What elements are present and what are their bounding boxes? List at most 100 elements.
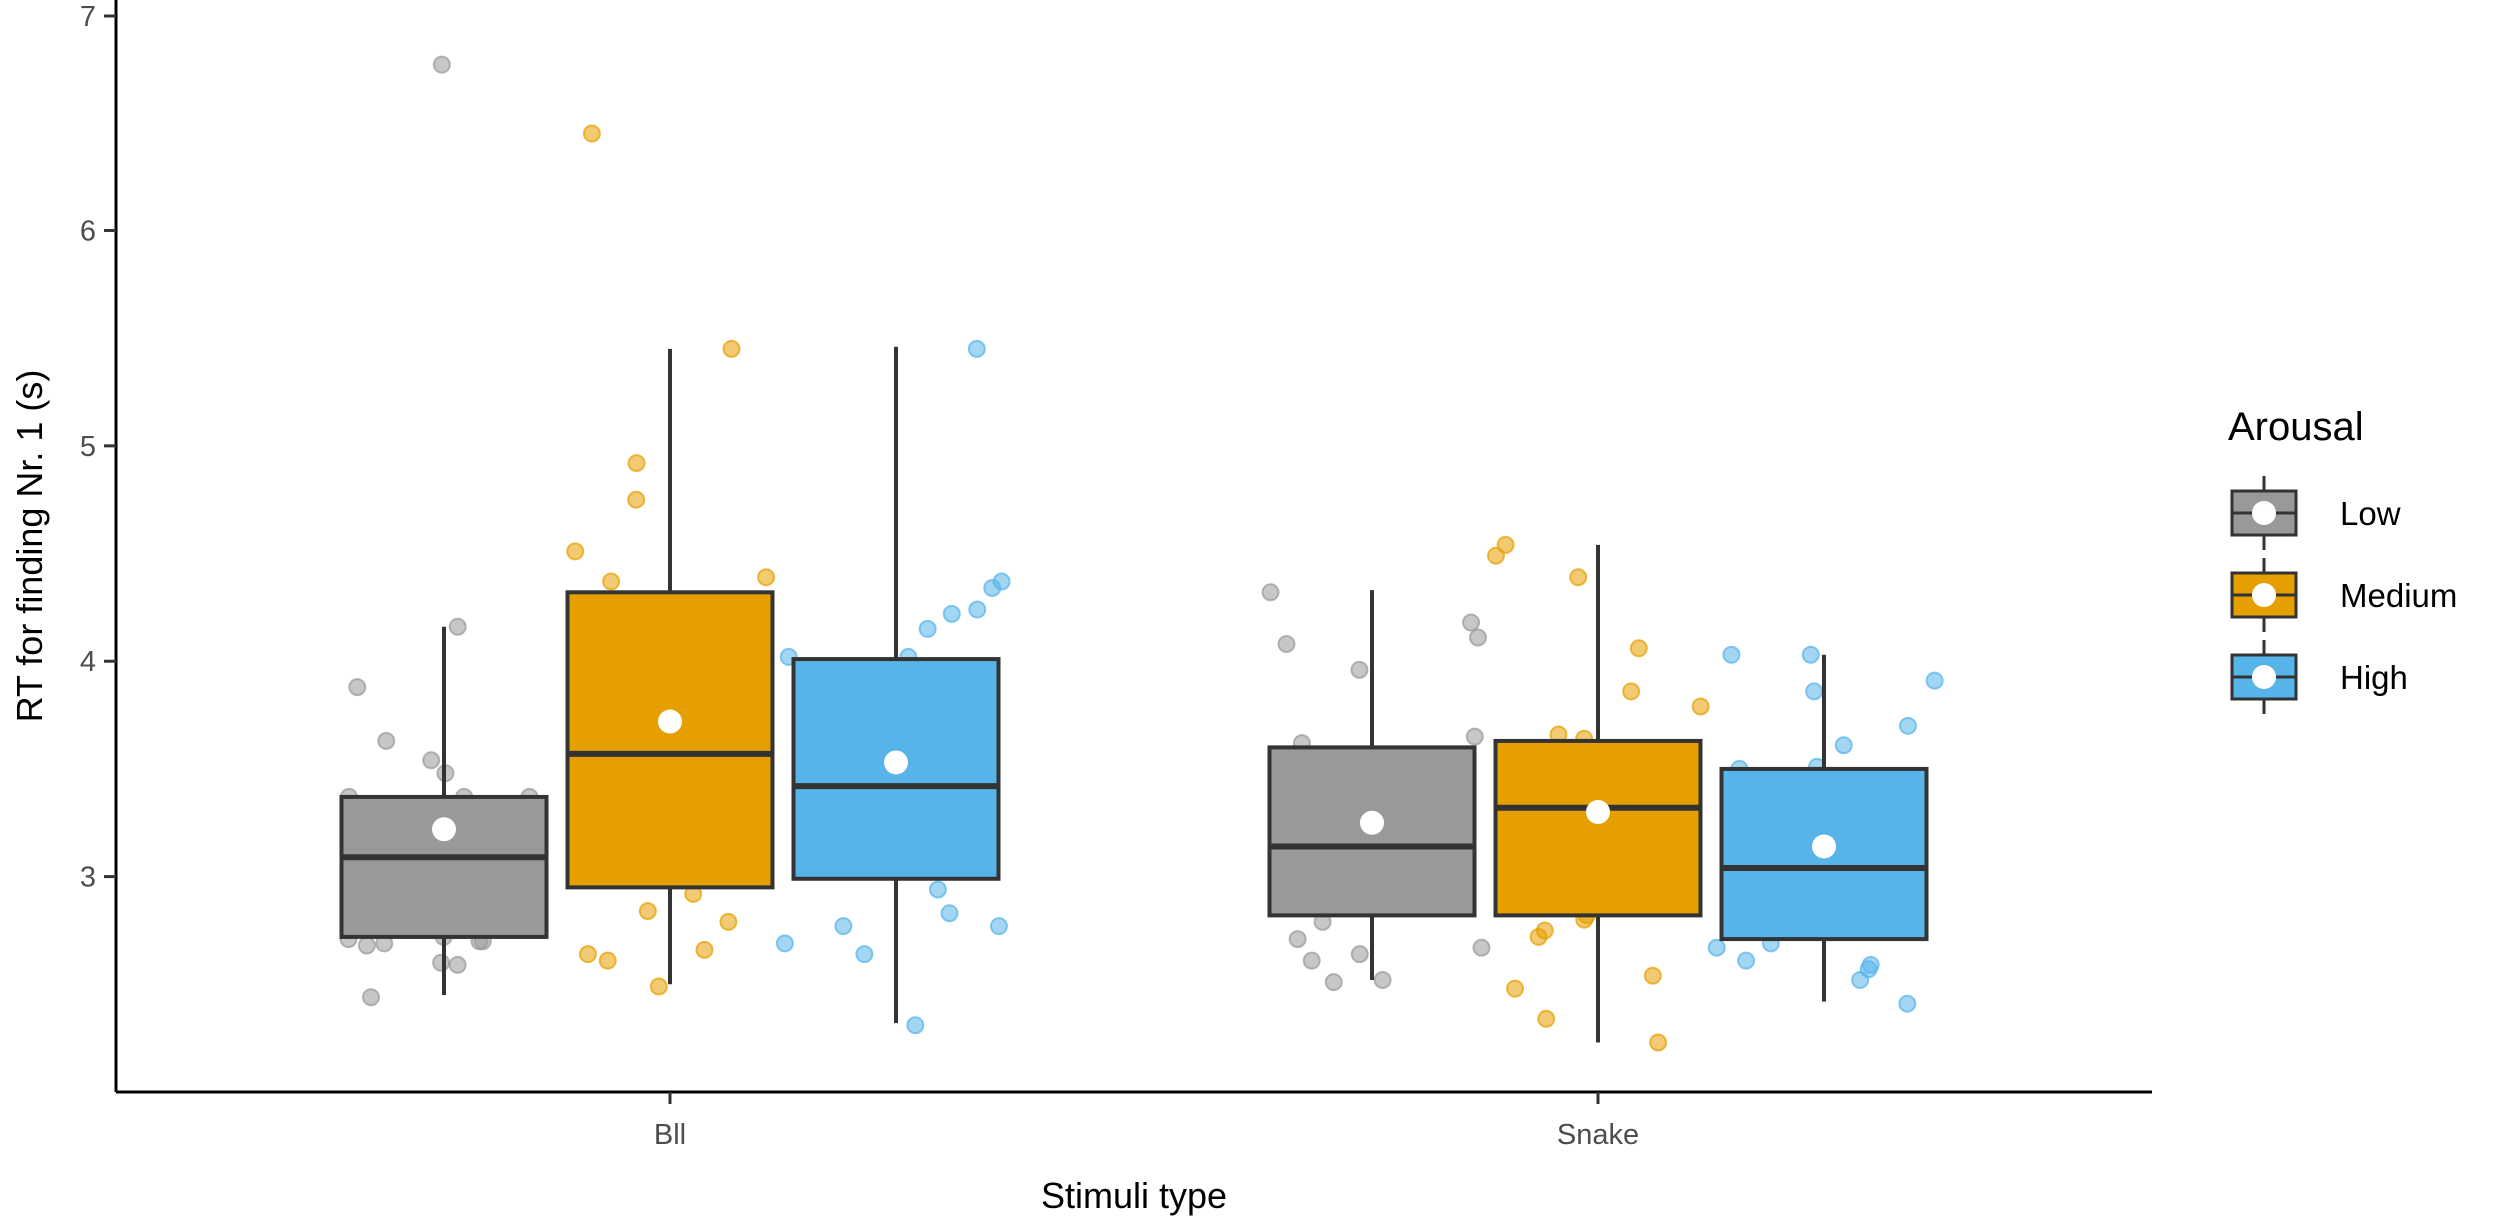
data-point [1350, 660, 1369, 679]
legend-key-mean [2252, 665, 2276, 689]
data-point [722, 339, 741, 358]
data-point [377, 731, 396, 750]
data-point [719, 912, 738, 931]
data-point [855, 945, 874, 964]
data-point [1805, 682, 1824, 701]
data-point [578, 945, 597, 964]
mean-marker [884, 750, 908, 775]
data-point [968, 600, 987, 619]
legend-item-low: Low [2230, 476, 2401, 550]
data-point [918, 619, 937, 638]
data-point [1505, 979, 1524, 998]
legend-key-mean [2252, 583, 2276, 607]
data-point [1465, 727, 1484, 746]
data-point [448, 955, 467, 974]
data-point [757, 568, 776, 587]
mean-marker [1360, 810, 1384, 835]
data-point [967, 339, 986, 358]
data-point [448, 617, 467, 636]
data-point [942, 604, 961, 623]
legend-label: Medium [2340, 577, 2457, 614]
data-point [1288, 930, 1307, 949]
mean-marker [658, 709, 682, 734]
data-point [1649, 1033, 1668, 1052]
box-medium-snake [1493, 544, 1703, 1043]
legend-item-high: High [2230, 640, 2408, 714]
data-point [348, 678, 367, 697]
data-point [1722, 645, 1741, 664]
y-tick-label: 7 [80, 1, 96, 33]
data-point [1643, 966, 1662, 985]
legend: Arousal Low Medium High [2228, 405, 2457, 714]
data-point [1468, 628, 1487, 647]
data-point [834, 917, 853, 936]
data-point [598, 951, 617, 970]
box-iqr [565, 590, 775, 890]
legend-title: Arousal [2228, 405, 2364, 449]
data-point [649, 977, 668, 996]
data-point [1373, 971, 1392, 989]
data-point [940, 904, 959, 923]
data-point [775, 934, 794, 953]
data-point [1277, 635, 1296, 653]
legend-label: Low [2340, 495, 2401, 532]
data-point [1261, 583, 1280, 602]
data-point [1529, 927, 1548, 946]
data-point [1691, 697, 1710, 716]
legend-label: High [2340, 659, 2408, 696]
data-point [695, 940, 714, 959]
data-point [1537, 1009, 1556, 1028]
data-point [1486, 546, 1505, 565]
data-point [1302, 951, 1321, 970]
box-medium-bll [565, 348, 775, 985]
boxes [339, 346, 1929, 1043]
data-point [1898, 994, 1917, 1013]
mean-marker [1812, 834, 1836, 859]
data-point [432, 55, 451, 74]
box-low-bll [339, 626, 549, 996]
y-tick-label: 3 [80, 862, 96, 894]
data-point [1629, 639, 1648, 658]
data-point [1898, 716, 1917, 735]
box-low-snake [1267, 590, 1477, 980]
box-iqr [1493, 738, 1703, 918]
data-point [566, 542, 585, 561]
axes: 3 4 5 6 7 Bll Snake [80, 0, 2152, 1151]
data-point [906, 1016, 925, 1035]
data-point [1834, 736, 1853, 755]
data-point [1350, 945, 1369, 964]
data-point [1622, 682, 1641, 701]
data-point [1462, 613, 1481, 632]
y-axis-title: RT for finding Nr. 1 (s) [9, 370, 50, 723]
data-point [1707, 938, 1726, 957]
data-point [928, 880, 947, 899]
data-point [1569, 568, 1588, 587]
box-iqr [339, 794, 549, 939]
box-high-bll [791, 346, 1001, 1024]
data-point [627, 454, 646, 473]
data-point [357, 936, 376, 955]
legend-key-mean [2252, 501, 2276, 525]
x-tick-label: Bll [654, 1119, 686, 1151]
mean-marker [432, 817, 456, 842]
data-point [602, 572, 621, 591]
box-high-snake [1719, 654, 1929, 1002]
data-point [983, 579, 1002, 597]
data-point [582, 124, 601, 143]
y-tick-label: 6 [80, 215, 96, 247]
data-point [1324, 973, 1343, 992]
data-point [627, 490, 646, 509]
data-point [1851, 971, 1870, 989]
x-tick-label: Snake [1557, 1119, 1639, 1151]
y-tick-label: 5 [80, 431, 96, 463]
data-point [638, 902, 657, 921]
mean-marker [1586, 800, 1610, 824]
data-point [989, 917, 1008, 936]
data-point [1925, 671, 1944, 690]
data-point [1472, 938, 1491, 957]
data-point [1801, 645, 1820, 664]
data-point [422, 751, 441, 770]
data-point [432, 953, 451, 972]
data-point [1737, 951, 1756, 970]
